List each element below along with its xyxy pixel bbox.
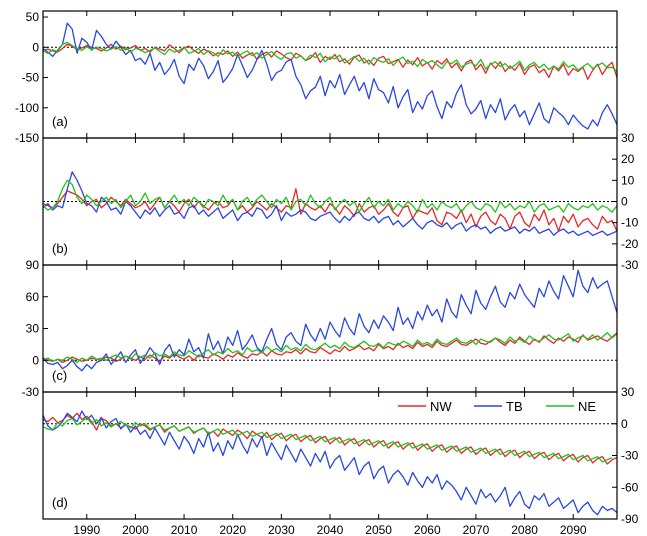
y-tick-label-right: 10 xyxy=(621,173,635,187)
x-tick-label: 2080 xyxy=(511,523,538,536)
y-tick-label-right: 30 xyxy=(621,131,635,145)
y-tick-label-right: 0 xyxy=(621,195,628,209)
x-tick-label: 2000 xyxy=(122,523,149,536)
panel-label: (a) xyxy=(52,114,68,129)
series-ne-line xyxy=(42,179,618,213)
y-tick-label-right: -20 xyxy=(621,237,639,251)
series-ne-line xyxy=(42,41,618,72)
series-nw-line xyxy=(42,43,618,80)
y-tick-label-left: -150 xyxy=(15,131,39,145)
y-tick-label-left: -50 xyxy=(22,71,40,85)
y-tick-label-left: 90 xyxy=(26,258,40,272)
legend-tb-label: TB xyxy=(506,399,523,414)
y-tick-label-left: 0 xyxy=(32,353,39,367)
series-nw-line xyxy=(42,188,618,232)
y-tick-label-right: 0 xyxy=(621,417,628,431)
series-tb-line xyxy=(42,269,618,372)
x-tick-label: 2060 xyxy=(414,523,441,536)
panel-frame xyxy=(42,264,618,393)
series-tb-line xyxy=(42,410,618,516)
y-tick-label-right: -60 xyxy=(621,480,639,494)
panel-label: (b) xyxy=(52,241,68,256)
x-tick-label: 2020 xyxy=(219,523,246,536)
series-tb-line xyxy=(42,22,618,130)
legend-ne-label: NE xyxy=(578,399,596,414)
panel-frame xyxy=(42,10,618,139)
y-tick-label-right: -30 xyxy=(621,258,639,272)
y-tick-label-left: 60 xyxy=(26,290,40,304)
series-ne-line xyxy=(42,416,613,463)
y-tick-label-right: -10 xyxy=(621,216,639,230)
y-tick-label-right: -90 xyxy=(621,512,639,526)
y-tick-label-right: 20 xyxy=(621,152,635,166)
y-tick-label-left: -100 xyxy=(15,101,39,115)
y-tick-label-left: -30 xyxy=(22,385,40,399)
x-tick-label: 2010 xyxy=(171,523,198,536)
x-tick-label: 1990 xyxy=(73,523,100,536)
y-tick-label-left: 50 xyxy=(26,10,40,24)
legend-nw-label: NW xyxy=(430,399,452,414)
panel-label: (d) xyxy=(52,495,68,510)
panel-label: (c) xyxy=(52,368,67,383)
y-tick-label-left: 30 xyxy=(26,322,40,336)
y-tick-label-left: 0 xyxy=(32,40,39,54)
x-tick-label: 2030 xyxy=(268,523,295,536)
y-tick-label-right: 30 xyxy=(621,385,635,399)
x-tick-label: 2070 xyxy=(463,523,490,536)
y-tick-label-right: -30 xyxy=(621,449,639,463)
x-tick-label: 2090 xyxy=(560,523,587,536)
x-tick-label: 2040 xyxy=(317,523,344,536)
x-tick-label: 2050 xyxy=(365,523,392,536)
series-tb-line xyxy=(42,171,618,237)
series-ne-line xyxy=(42,332,618,364)
